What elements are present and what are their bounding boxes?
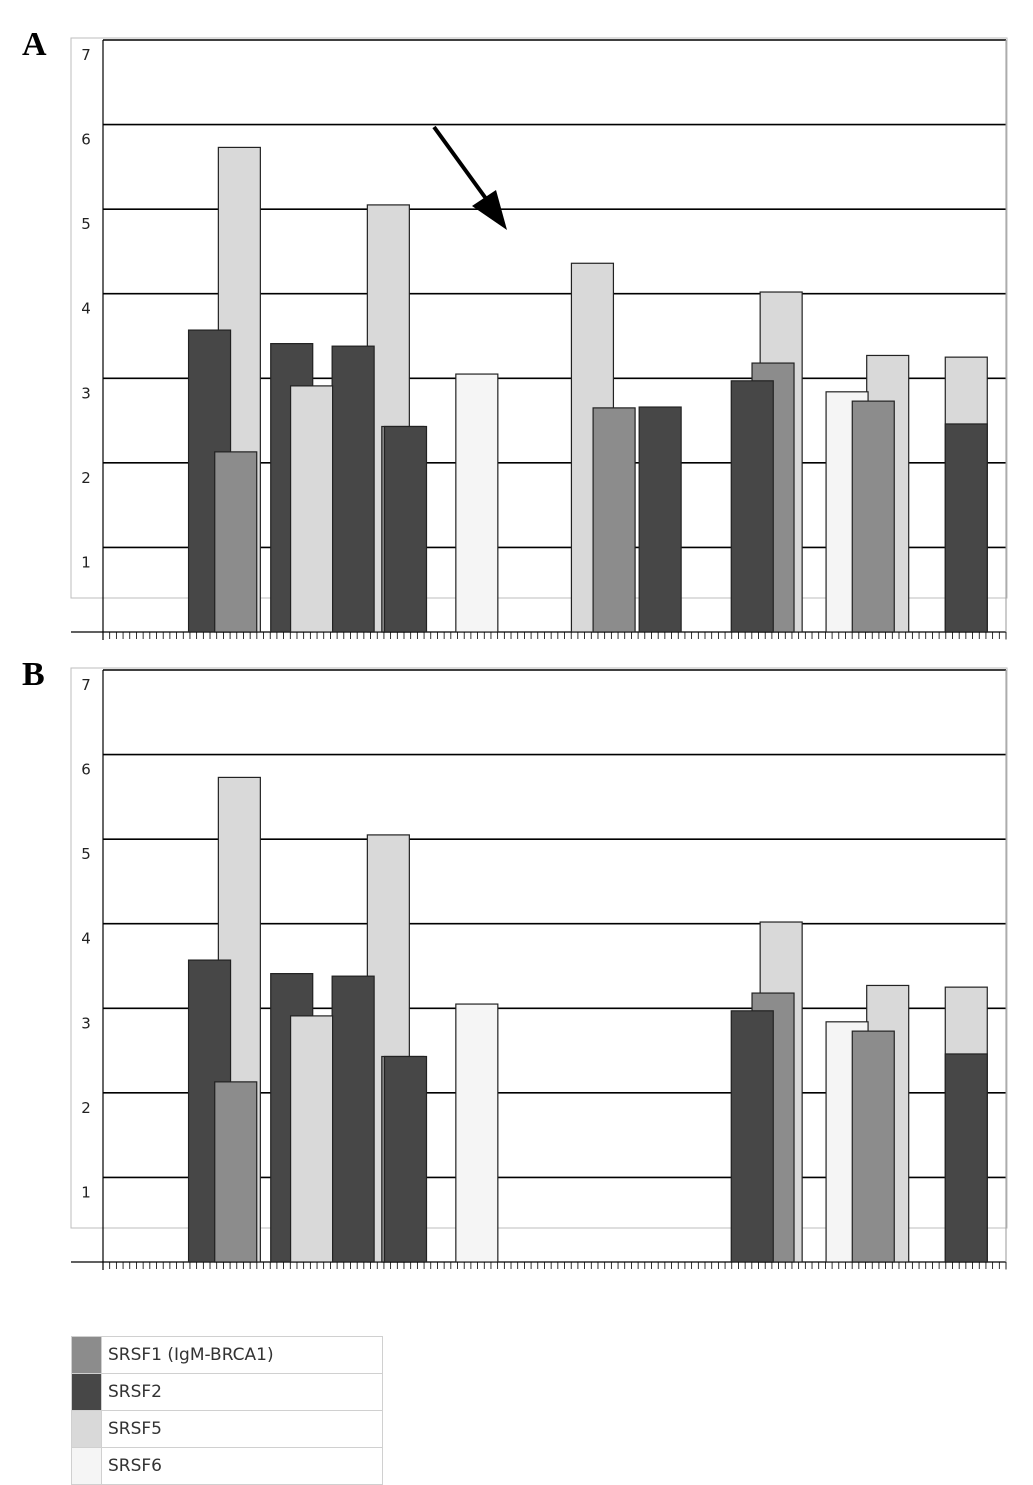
bar [331, 975, 375, 1263]
legend-label: SRSF1 (IgM-BRCA1) [108, 1345, 274, 1365]
bar [944, 423, 988, 633]
x-sequence-label: GGTTCTGTTGAAGATACCACTGGCTCTCAGTCTCTGGCTG… [104, 1269, 1005, 1270]
chart-frame [70, 37, 1008, 599]
legend-swatch [72, 1337, 102, 1373]
legend-label: SRSF5 [108, 1419, 162, 1439]
y-tick-label: 2 [81, 469, 91, 487]
y-tick-label: 6 [81, 131, 91, 149]
panel-letter-a: A [22, 26, 47, 63]
y-tick-label: 4 [81, 300, 91, 318]
legend-label: SRSF6 [108, 1456, 162, 1476]
legend-swatch [72, 1411, 102, 1447]
bar [331, 345, 375, 633]
y-tick-label: 7 [81, 676, 91, 694]
bar [289, 385, 334, 633]
y-tick-label: 5 [81, 845, 91, 863]
bar [214, 1081, 258, 1263]
sequence-ticks [102, 632, 1007, 639]
legend-swatch [72, 1448, 102, 1484]
y-tick-label: 3 [81, 1014, 91, 1032]
y-tick-label: 3 [81, 384, 91, 402]
chart-panel-b: 1 2 3 4 5 6 7 GGTTCTGTTGAAGATACCACTGGCTCTCAGTCT… [0, 660, 1033, 1270]
bar [730, 380, 774, 633]
bar [455, 1003, 499, 1263]
bar [383, 1055, 428, 1263]
bar [851, 400, 895, 633]
bar [214, 451, 258, 633]
bar [730, 1010, 774, 1263]
bar [383, 425, 428, 633]
y-tick-label: 5 [81, 215, 91, 233]
sequence-ticks [102, 1262, 1007, 1269]
bar [944, 1053, 988, 1263]
chart-frame [70, 667, 1008, 1229]
annotation-arrow [432, 125, 507, 230]
panel-letter-b: B [22, 656, 45, 693]
y-tick-label: 2 [81, 1099, 91, 1117]
y-tick-label: 7 [81, 46, 91, 64]
chart-svg: 1 2 3 4 5 6 7 GGTTCTGTTGAAGATACCACTGGCTCTCAGTCT… [70, 37, 1008, 640]
y-tick-label: 6 [81, 761, 91, 779]
bar [289, 1015, 334, 1263]
bar [455, 373, 499, 633]
legend-item-srsf1: SRSF1 (IgM-BRCA1) [71, 1337, 383, 1374]
legend-label: SRSF2 [108, 1382, 162, 1402]
y-tick-label: 1 [81, 1183, 91, 1201]
bar [851, 1030, 895, 1263]
x-sequence-label: GGTTCTGTTGAAGATACCACTGGCTCTCAGTCTCTGGCTG… [104, 639, 1005, 640]
legend: SRSF1 (IgM-BRCA1) SRSF2 SRSF5 SRSF6 [71, 1336, 383, 1485]
legend-item-srsf5: SRSF5 [71, 1411, 383, 1448]
bar [592, 407, 636, 633]
y-tick-label: 1 [81, 553, 91, 571]
legend-item-srsf6: SRSF6 [71, 1448, 383, 1485]
chart-panel-a: 1 2 3 4 5 6 7 GGTTCTGTTGAAGATACCACTGGCTCTCAGTCT… [0, 30, 1033, 640]
chart-svg: 1 2 3 4 5 6 7 GGTTCTGTTGAAGATACCACTGGCTCTCAGTCT… [70, 667, 1008, 1270]
legend-item-srsf2: SRSF2 [71, 1374, 383, 1411]
legend-swatch [72, 1374, 102, 1410]
y-tick-label: 4 [81, 930, 91, 948]
bar [638, 406, 682, 633]
